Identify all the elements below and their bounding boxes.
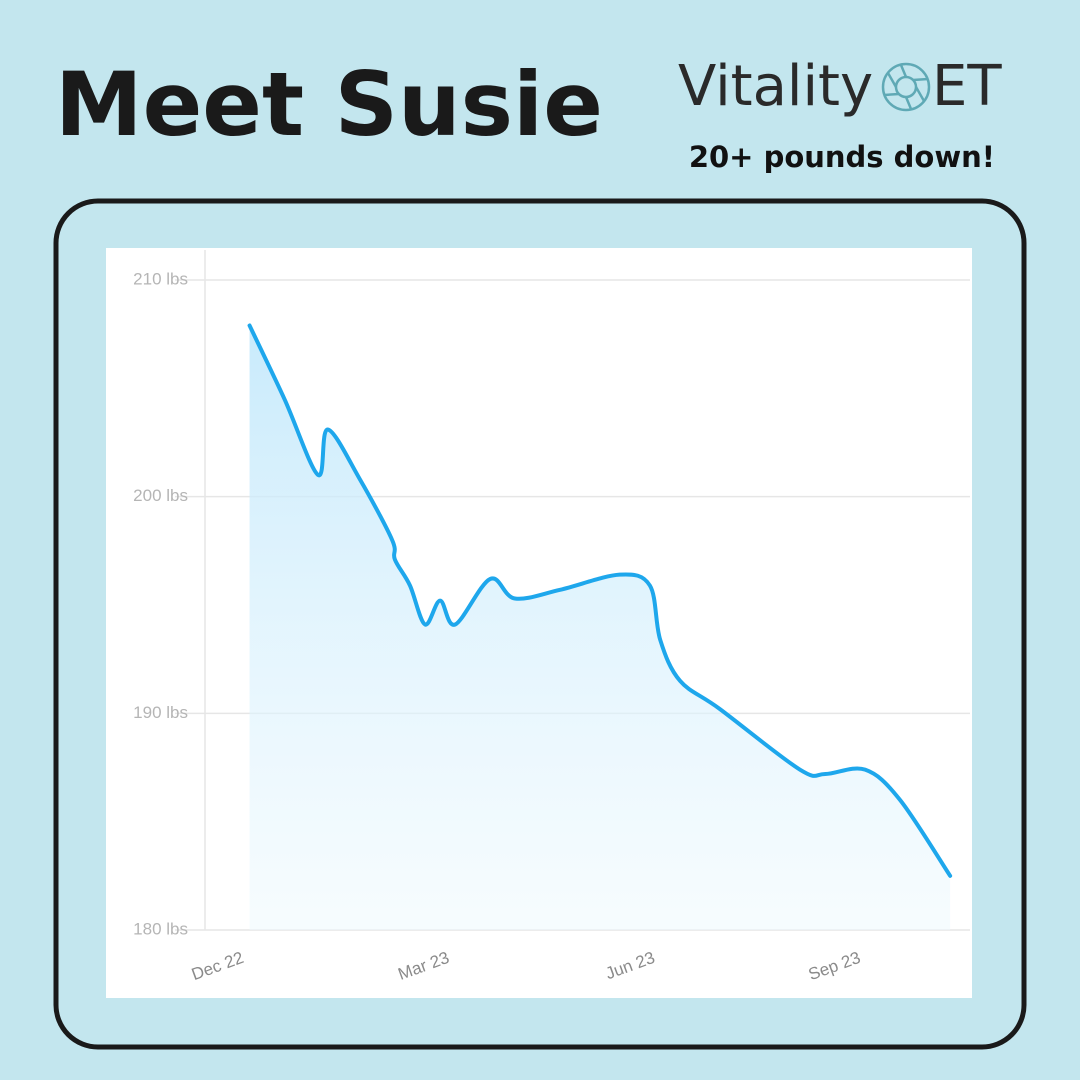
title: Meet Susie — [55, 53, 603, 156]
tagline: 20+ pounds down! — [689, 140, 995, 174]
y-tick-label: 210 lbs — [133, 269, 188, 288]
y-tick-label: 200 lbs — [133, 486, 188, 505]
logo-icon — [881, 62, 931, 112]
y-tick-label: 180 lbs — [133, 919, 188, 938]
frame — [53, 198, 1027, 1050]
area — [249, 325, 951, 930]
logo-suffix: ET — [932, 54, 1002, 119]
line — [247, 323, 953, 878]
y-tick-label: 190 lbs — [133, 703, 188, 722]
logo-text: Vitality — [678, 54, 873, 119]
